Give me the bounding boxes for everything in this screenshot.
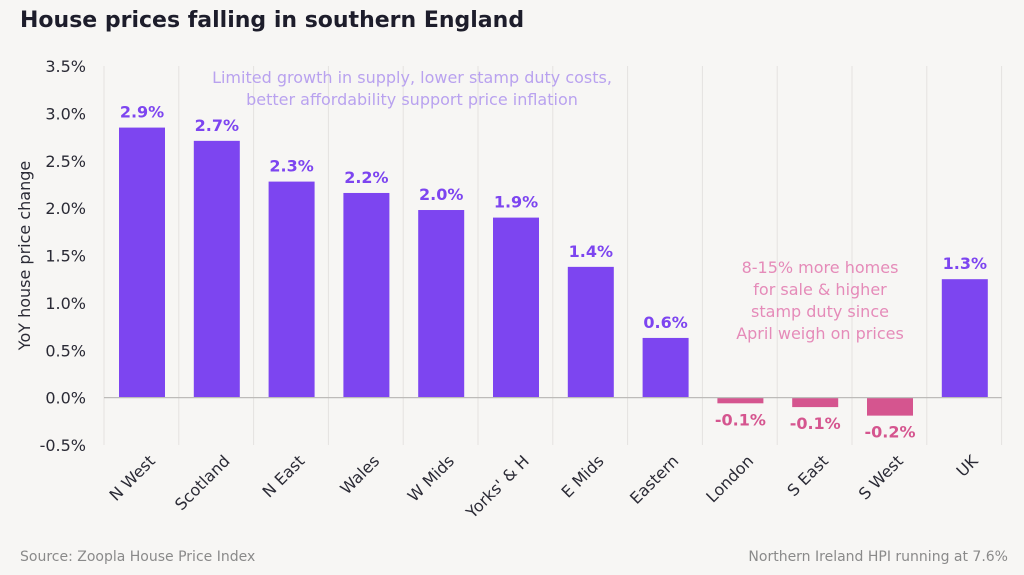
data-label: -0.1%	[715, 410, 766, 429]
annotation-text: for sale & higher	[753, 280, 887, 299]
bar	[792, 397, 839, 408]
y-tick-label: 3.5%	[45, 57, 86, 76]
y-tick-label: 0.0%	[45, 389, 86, 408]
bar	[493, 217, 539, 398]
bar	[567, 266, 614, 398]
y-tick-label: 1.0%	[45, 294, 86, 313]
y-tick-label: -0.5%	[40, 436, 86, 455]
x-tick-label: London	[702, 451, 757, 506]
annotation-text: stamp duty since	[751, 302, 889, 321]
x-tick-label: W Mids	[404, 451, 458, 505]
y-tick-label: 2.0%	[45, 199, 86, 218]
bar	[941, 279, 988, 398]
data-label: 1.9%	[494, 193, 538, 212]
x-tick-label: N East	[259, 451, 309, 501]
x-tick-label: Wales	[336, 451, 383, 498]
data-label: -0.2%	[864, 423, 915, 442]
data-label: 2.7%	[195, 116, 239, 135]
annotation-text: Limited growth in supply, lower stamp du…	[212, 68, 612, 87]
x-tick-label: Scotland	[171, 451, 234, 514]
y-tick-label: 2.5%	[45, 152, 86, 171]
x-tick-label: S East	[783, 451, 832, 500]
y-tick-label: 1.5%	[45, 247, 86, 266]
x-tick-label: UK	[952, 451, 981, 480]
bar	[867, 397, 913, 416]
bar	[193, 140, 240, 398]
chart-title: House prices falling in southern England	[20, 8, 525, 33]
data-label: 2.0%	[419, 185, 463, 204]
bar	[642, 337, 689, 398]
data-label: 2.9%	[120, 103, 164, 122]
bar	[343, 192, 390, 398]
annotation-text: better affordability support price infla…	[246, 90, 578, 109]
y-tick-label: 3.0%	[45, 104, 86, 123]
bar	[268, 181, 315, 398]
data-label: 1.4%	[569, 242, 613, 261]
data-label: -0.1%	[790, 414, 841, 433]
bar	[717, 397, 764, 404]
footnote: Northern Ireland HPI running at 7.6%	[748, 549, 1008, 565]
data-label: 0.6%	[643, 313, 687, 332]
data-label: 2.2%	[344, 168, 388, 187]
y-tick-label: 0.5%	[45, 341, 86, 360]
annotation-text: April weigh on prices	[736, 324, 904, 343]
source-note: Source: Zoopla House Price Index	[20, 549, 256, 565]
x-tick-label: S West	[855, 451, 907, 503]
bar	[418, 210, 465, 398]
data-label: 1.3%	[943, 254, 987, 273]
x-tick-label: N West	[106, 451, 159, 504]
x-tick-label: Eastern	[626, 451, 682, 507]
bar	[119, 127, 165, 398]
x-tick-label: E Mids	[557, 451, 607, 501]
data-label: 2.3%	[269, 157, 313, 176]
y-axis-label: YoY house price change	[15, 161, 34, 351]
x-tick-label: Yorks' & H	[462, 451, 533, 522]
annotation-text: 8-15% more homes	[742, 258, 899, 277]
